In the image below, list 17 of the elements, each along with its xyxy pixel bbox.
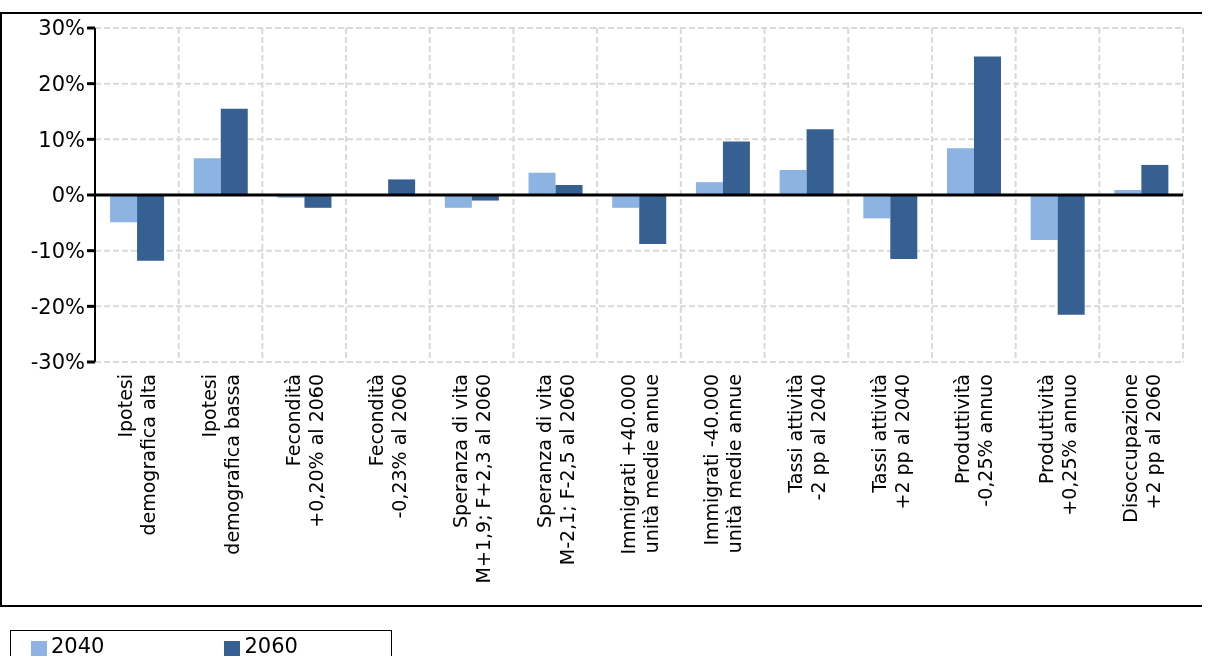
y-tick-label: 0%	[51, 183, 85, 208]
y-tick-label: 30%	[38, 16, 85, 41]
y-tick-label: -20%	[30, 294, 85, 319]
x-tick-label: Immigrati +40.000 unità medie annue	[616, 374, 662, 555]
x-tick-label: Disoccupazione +2 pp al 2060	[1118, 374, 1164, 523]
x-tick-label: Tassi attività +2 pp al 2040	[867, 374, 913, 510]
y-tick-label: -30%	[30, 350, 85, 375]
y-tick-label: 20%	[38, 72, 85, 97]
legend-label: 2040	[51, 634, 105, 658]
x-tick-label: Speranza di vita M-2,1; F-2,5 al 2060	[532, 374, 578, 566]
y-tick-label: 10%	[38, 127, 85, 152]
y-tick-label: -10%	[30, 239, 85, 264]
x-tick-label: Produttività -0,25% annuo	[951, 374, 997, 507]
x-tick-label: Speranza di vita M+1,9; F+2,3 al 2060	[449, 374, 495, 584]
x-tick-label: Ipotesi demografica alta	[114, 374, 160, 536]
x-tick-label: Produttività +0,25% annuo	[1034, 374, 1080, 516]
legend-label: 2060	[244, 634, 298, 658]
